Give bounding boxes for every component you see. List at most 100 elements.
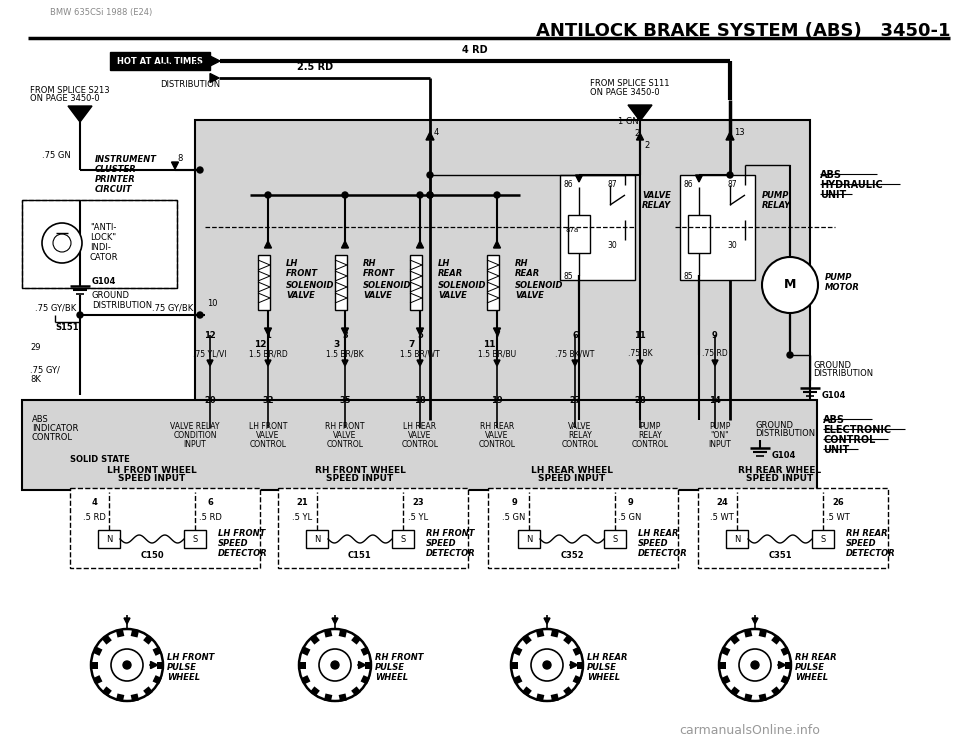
Text: PULSE: PULSE: [587, 662, 617, 671]
Text: 4 RD: 4 RD: [462, 45, 488, 55]
Bar: [351, 635, 361, 645]
Polygon shape: [207, 360, 213, 366]
Bar: [698, 488, 888, 568]
Text: 87: 87: [607, 180, 616, 189]
Text: ABS: ABS: [32, 415, 49, 424]
Polygon shape: [712, 360, 718, 366]
Bar: [351, 686, 361, 696]
Bar: [758, 629, 767, 638]
Circle shape: [494, 192, 500, 198]
Bar: [513, 647, 522, 656]
Polygon shape: [265, 328, 272, 335]
Circle shape: [319, 649, 351, 681]
Text: 1: 1: [265, 331, 271, 340]
Bar: [744, 694, 753, 702]
Text: ON PAGE 3450-0: ON PAGE 3450-0: [590, 88, 660, 97]
Polygon shape: [68, 106, 92, 122]
Bar: [551, 694, 559, 702]
Text: WHEEL: WHEEL: [795, 672, 828, 682]
Bar: [361, 647, 370, 656]
Bar: [184, 530, 206, 548]
Text: 11: 11: [635, 331, 646, 340]
Bar: [22, 400, 817, 490]
Bar: [522, 686, 532, 696]
Text: SPEED INPUT: SPEED INPUT: [326, 474, 394, 483]
Text: 1.5 BR/BK: 1.5 BR/BK: [326, 349, 364, 359]
Text: G104: G104: [772, 451, 797, 460]
Text: 87a: 87a: [565, 227, 578, 233]
Text: C352: C352: [561, 551, 584, 560]
Polygon shape: [628, 105, 652, 121]
Bar: [299, 662, 306, 669]
Text: REAR: REAR: [515, 269, 540, 278]
Polygon shape: [752, 618, 758, 624]
Circle shape: [427, 192, 433, 198]
Bar: [564, 635, 573, 645]
Text: VALVE: VALVE: [642, 190, 671, 199]
Bar: [577, 662, 584, 669]
Text: 21: 21: [296, 498, 308, 507]
Text: RH REAR: RH REAR: [846, 528, 888, 538]
Text: RH REAR: RH REAR: [480, 422, 515, 431]
Text: C150: C150: [140, 551, 164, 560]
Text: PULSE: PULSE: [795, 662, 825, 671]
Circle shape: [751, 661, 759, 669]
Text: M: M: [76, 108, 84, 118]
Bar: [758, 694, 767, 702]
Bar: [278, 488, 468, 568]
Polygon shape: [426, 132, 434, 140]
Circle shape: [417, 192, 423, 198]
Text: DETECTOR: DETECTOR: [426, 548, 476, 557]
Text: INDICATOR: INDICATOR: [32, 424, 79, 433]
Text: INSTRUMENT: INSTRUMENT: [95, 155, 157, 165]
Text: VALVE: VALVE: [256, 431, 279, 440]
Text: PULSE: PULSE: [167, 662, 197, 671]
Text: VALVE: VALVE: [438, 292, 467, 301]
Polygon shape: [417, 328, 423, 335]
Circle shape: [427, 172, 433, 178]
Text: VALVE: VALVE: [363, 292, 392, 301]
Text: 4: 4: [434, 128, 440, 137]
Text: SEE POWER: SEE POWER: [160, 63, 209, 72]
Text: 10: 10: [207, 299, 218, 308]
Bar: [324, 629, 332, 638]
Bar: [116, 629, 125, 638]
Text: RELAY: RELAY: [638, 431, 661, 440]
Text: WHEEL: WHEEL: [587, 672, 620, 682]
Bar: [131, 629, 139, 638]
Text: G104: G104: [822, 390, 847, 400]
Bar: [102, 686, 112, 696]
Text: SPEED: SPEED: [846, 539, 876, 548]
Text: DISTRIBUTION: DISTRIBUTION: [160, 80, 220, 89]
Text: S: S: [400, 534, 406, 544]
Text: 27: 27: [569, 396, 581, 405]
Bar: [522, 635, 532, 645]
Circle shape: [91, 629, 163, 701]
Text: G104: G104: [92, 278, 116, 286]
Text: 1.5 BR/WT: 1.5 BR/WT: [400, 349, 440, 359]
Text: .75 GY/BK: .75 GY/BK: [35, 304, 76, 313]
Text: 30: 30: [727, 241, 736, 250]
Text: 3: 3: [342, 331, 348, 340]
Text: RELAY: RELAY: [762, 201, 791, 210]
Text: FROM SPLICE S213: FROM SPLICE S213: [30, 86, 109, 95]
Text: S: S: [192, 534, 198, 544]
Text: .5 RD: .5 RD: [199, 513, 222, 522]
Bar: [131, 694, 139, 702]
Bar: [157, 662, 164, 669]
Text: RH FRONT WHEEL: RH FRONT WHEEL: [315, 466, 405, 475]
Text: ON PAGE 3450-0: ON PAGE 3450-0: [30, 94, 100, 103]
Text: RH: RH: [363, 259, 376, 268]
Text: INPUT: INPUT: [183, 440, 206, 449]
Text: LH FRONT: LH FRONT: [249, 422, 287, 431]
Text: CONTROL: CONTROL: [250, 440, 286, 449]
Bar: [339, 629, 347, 638]
Bar: [680, 175, 755, 280]
Text: 7: 7: [409, 340, 415, 349]
Bar: [98, 530, 120, 548]
Polygon shape: [332, 618, 338, 624]
Polygon shape: [493, 241, 500, 248]
Text: .75 RD: .75 RD: [702, 349, 728, 359]
Bar: [361, 675, 370, 685]
Text: FROM SPLICE S111: FROM SPLICE S111: [590, 79, 669, 88]
